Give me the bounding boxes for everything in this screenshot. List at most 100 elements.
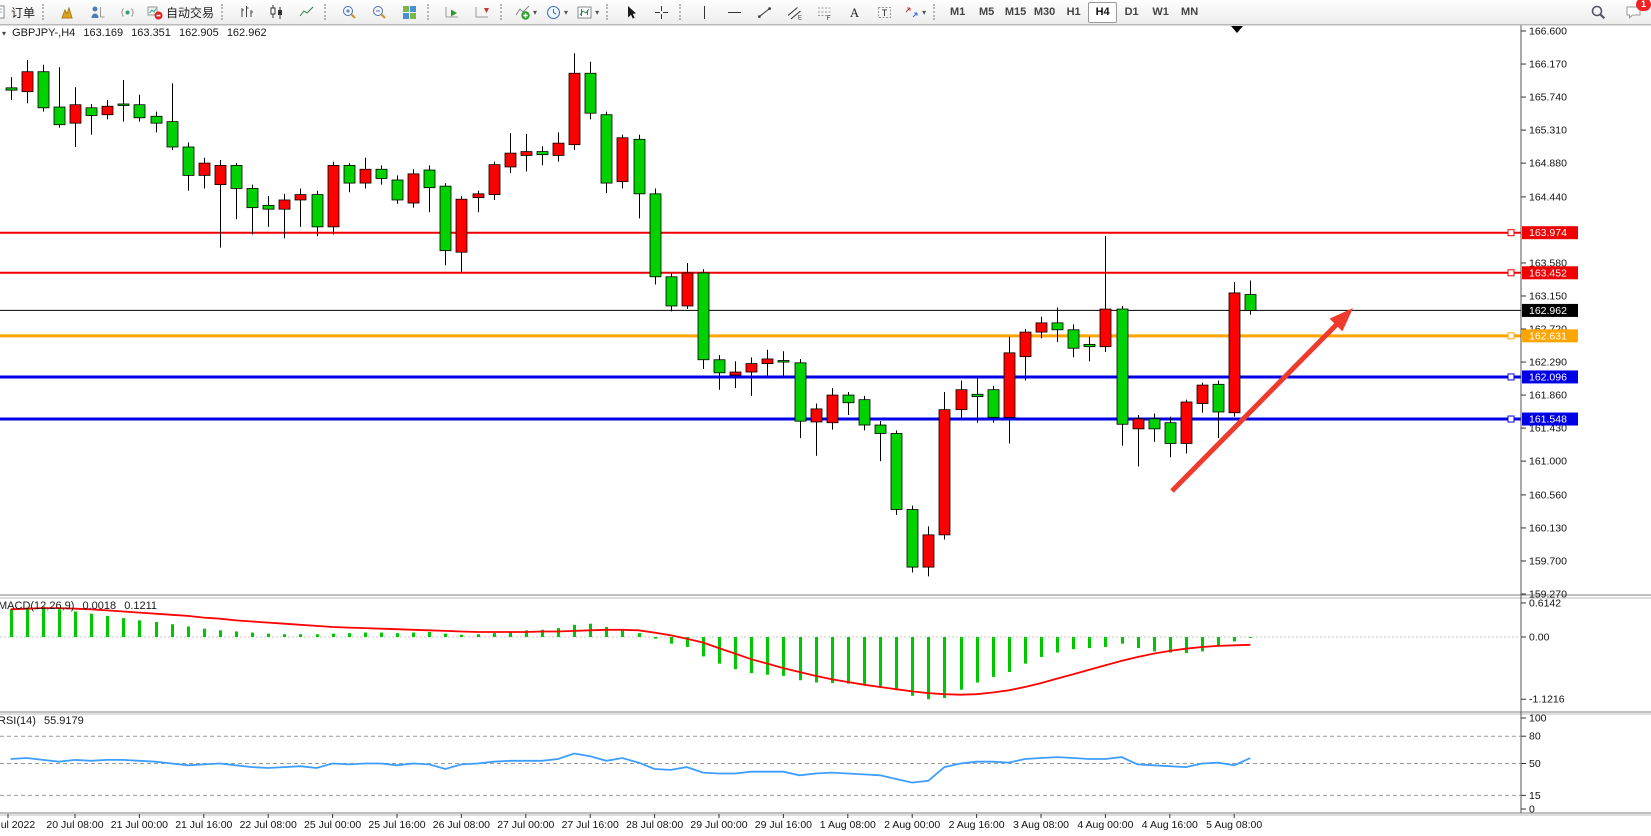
candle-body: [536, 151, 549, 156]
auto-scroll-button[interactable]: [438, 1, 466, 23]
price-axis[interactable]: [1521, 25, 1651, 813]
toolbar-separator: [933, 4, 940, 20]
periods-button[interactable]: ▾: [542, 1, 571, 23]
macd-bar: [1201, 637, 1204, 652]
macd-axis-label: 0.00: [1529, 632, 1550, 644]
candle-body: [5, 87, 18, 91]
time-label: 20 Jul 2022: [0, 819, 35, 831]
toolbar-separator: [500, 4, 507, 20]
zoom-out-button[interactable]: [365, 1, 393, 23]
timeframe-h4-button[interactable]: H4: [1088, 1, 1118, 23]
tiles-icon: [401, 4, 418, 21]
candle-chart-button[interactable]: [262, 1, 290, 23]
candle-body: [439, 185, 452, 252]
texta-icon: A: [846, 4, 863, 21]
candle-body: [214, 165, 227, 186]
arrows-button[interactable]: ▾: [900, 1, 929, 23]
crosshair-button[interactable]: [647, 1, 675, 23]
hline-handle[interactable]: [1507, 269, 1515, 277]
svg-text:F: F: [826, 15, 830, 21]
macd-bar: [879, 637, 882, 687]
market-watch-button[interactable]: [53, 1, 81, 23]
macd-bar: [316, 634, 319, 637]
profile-icon: [89, 4, 106, 21]
candle-body: [359, 168, 372, 184]
macd-bar: [1121, 637, 1124, 644]
chart-shift-button[interactable]: [468, 1, 496, 23]
chevron-down-icon: ▾: [564, 7, 569, 17]
zoomin-icon: [341, 4, 358, 21]
price-label: 161.000: [1529, 456, 1567, 468]
time-label: 25 Jul 00:00: [304, 819, 361, 831]
text-label-button[interactable]: T: [870, 1, 898, 23]
trend-arrow-head[interactable]: [1329, 308, 1353, 332]
hline-handle[interactable]: [1507, 373, 1515, 381]
candle-body: [375, 168, 388, 179]
vline-button[interactable]: [690, 1, 718, 23]
cursor-button[interactable]: [617, 1, 645, 23]
time-label: 26 Jul 08:00: [433, 819, 490, 831]
text-button[interactable]: A: [840, 1, 868, 23]
templates-button[interactable]: ▾: [573, 1, 602, 23]
indicators-button[interactable]: ▾: [511, 1, 540, 23]
autotrade-icon: [146, 4, 163, 21]
auto-trading-button[interactable]: 自动交易: [143, 1, 217, 23]
timeframe-m15-button[interactable]: M15: [1004, 5, 1027, 18]
fibonacci-button[interactable]: F: [810, 1, 838, 23]
channel-button[interactable]: E: [780, 1, 808, 23]
macd-bar: [412, 632, 415, 637]
timeframe-mn-button[interactable]: MN: [1181, 5, 1199, 18]
signal-button[interactable]: [113, 1, 141, 23]
candle-body: [294, 194, 307, 201]
chart-marker-icon: ▾: [2, 29, 7, 38]
top-marker-icon: [1231, 26, 1243, 33]
toolbar-separator: [427, 4, 434, 20]
data-window-button[interactable]: [83, 1, 111, 23]
clock-icon: [545, 4, 562, 21]
time-label: 3 Aug 08:00: [1013, 819, 1069, 831]
hline-button[interactable]: [720, 1, 748, 23]
macd-bar: [364, 632, 367, 637]
hline-icon: [726, 4, 743, 21]
zoom-in-button[interactable]: [335, 1, 363, 23]
hline-handle[interactable]: [1507, 415, 1515, 423]
timeframe-h1-button[interactable]: H1: [1066, 5, 1081, 18]
candle-body: [1180, 401, 1193, 444]
ohlc-low: 162.905: [178, 27, 219, 39]
timeframe-m30-button[interactable]: M30: [1033, 5, 1056, 18]
macd-bar: [396, 633, 399, 637]
hline-handle[interactable]: [1507, 229, 1515, 237]
macd-bar: [1056, 637, 1059, 653]
candle-body: [874, 424, 887, 434]
price-label: 159.700: [1529, 555, 1567, 567]
line-chart-button[interactable]: [292, 1, 320, 23]
hline-handle[interactable]: [1507, 332, 1515, 340]
timeframe-d1-button[interactable]: D1: [1124, 5, 1139, 18]
candle-body: [1228, 292, 1241, 414]
search-button[interactable]: [1584, 1, 1612, 23]
time-label: 5 Aug 08:00: [1206, 819, 1262, 831]
price-label: 166.600: [1529, 26, 1567, 38]
macd-bar: [428, 632, 431, 637]
chat-button[interactable]: 1: [1619, 0, 1651, 23]
timeframe-m1-button[interactable]: M1: [949, 5, 966, 18]
candle-body: [166, 121, 179, 148]
time-axis[interactable]: [0, 813, 1521, 836]
macd-bar: [444, 633, 447, 637]
time-label: 1 Aug 08:00: [820, 819, 876, 831]
tile-windows-button[interactable]: [395, 1, 423, 23]
candle-body: [697, 272, 710, 361]
macd-bar: [122, 618, 125, 637]
candle-body: [1164, 422, 1177, 444]
candle-body: [584, 72, 597, 114]
macd-bar: [1040, 637, 1043, 657]
timeframe-w1-button[interactable]: W1: [1152, 5, 1169, 18]
bar-chart-button[interactable]: [232, 1, 260, 23]
timeframe-m5-button[interactable]: M5: [978, 5, 995, 18]
new-order-button[interactable]: 订单: [0, 1, 38, 23]
candle-body: [568, 72, 581, 146]
trendline-button[interactable]: [750, 1, 778, 23]
price-badge: [1522, 329, 1578, 343]
trend-arrow[interactable]: [1170, 318, 1343, 493]
